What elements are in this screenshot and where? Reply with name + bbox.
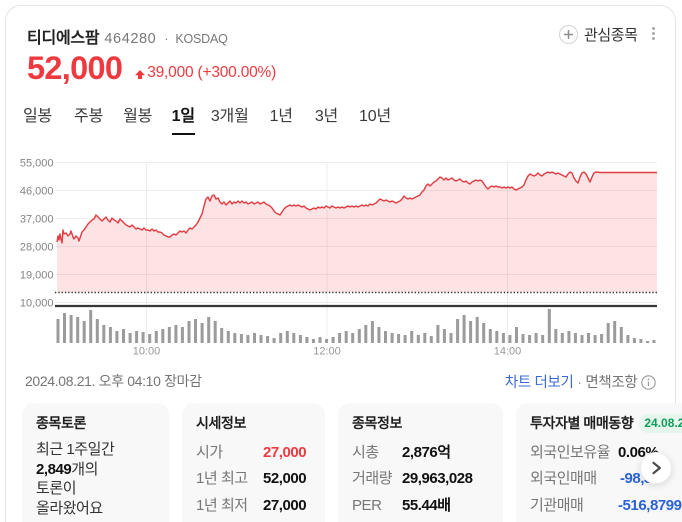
svg-text:37,000: 37,000	[20, 214, 54, 226]
svg-text:12:00: 12:00	[313, 346, 341, 358]
svg-text:28,000: 28,000	[20, 242, 54, 254]
svg-text:10,000: 10,000	[20, 298, 54, 310]
svg-text:46,000: 46,000	[20, 186, 54, 198]
svg-text:55,000: 55,000	[20, 158, 54, 170]
svg-text:10:00: 10:00	[133, 346, 161, 358]
svg-text:14:00: 14:00	[494, 346, 522, 358]
svg-text:19,000: 19,000	[20, 270, 54, 282]
